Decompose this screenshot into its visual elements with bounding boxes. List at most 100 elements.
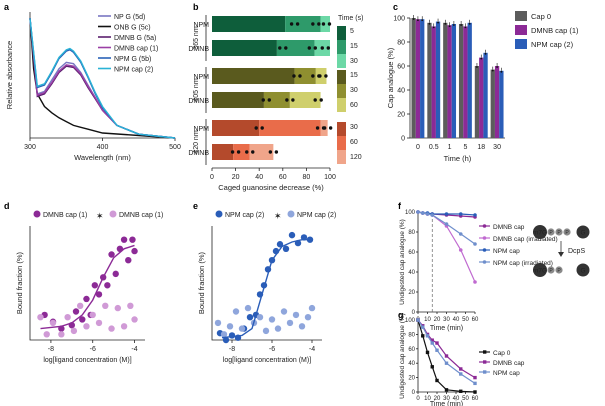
- panel-c-ytick-label: 100: [393, 16, 405, 23]
- panel-b-data-point: [319, 98, 323, 102]
- panel-g-data-point: [430, 365, 434, 369]
- panel-d-data-point: [58, 331, 65, 338]
- panel-b-bar-segment: [212, 40, 277, 56]
- panel-g-xtick-label: 20: [434, 396, 441, 402]
- panel-label-f: f: [398, 201, 402, 211]
- panel-a-legend-label: NPM cap (2): [114, 67, 153, 74]
- scheme-g-label: G: [580, 268, 585, 275]
- panel-e-data-point: [232, 308, 240, 315]
- panel-c-bar: [427, 22, 432, 138]
- panel-c-data-point: [437, 21, 439, 24]
- panel-d-data-point: [131, 247, 138, 255]
- panel-c-data-point: [480, 57, 483, 60]
- panel-c-ytick-label: 0: [401, 136, 405, 143]
- scheme-cap-circle: [533, 225, 547, 239]
- panel-c-legend-label: Cap 0: [531, 12, 551, 21]
- scheme-cap-label: m7G: [533, 268, 547, 275]
- panel-b-legend-label: 15: [350, 72, 358, 79]
- panel-f-legend-label: NPM cap (irradiated): [493, 260, 553, 267]
- panel-c-data-point: [484, 52, 487, 55]
- panel-c-legend-label: NPM cap (2): [531, 40, 574, 49]
- panel-f-ytick-label: 60: [408, 250, 415, 256]
- scheme-phosphate-label: P: [557, 268, 561, 274]
- panel-b-data-point: [307, 46, 311, 50]
- panel-f-legend-label: DMNB cap (irradiated): [493, 236, 558, 243]
- scheme-phosphate-label: P: [557, 230, 561, 236]
- panel-f-data-point: [458, 248, 463, 252]
- panel-b-bar-label: DMNB: [188, 46, 209, 53]
- panel-c-bar: [463, 26, 468, 138]
- panel-a-legend-label: NP G (5d): [114, 14, 145, 21]
- panel-d-data-point: [127, 302, 134, 309]
- panel-b-data-point: [321, 22, 326, 26]
- panel-e-data-point: [280, 308, 288, 315]
- panel-b-data-point: [291, 98, 295, 102]
- panel-a-legend-label: ONB G (5c): [114, 25, 151, 32]
- panel-g-data-point: [421, 325, 425, 329]
- panel-g-ytick-label: 40: [408, 361, 415, 367]
- panel-b-data-point: [295, 22, 300, 26]
- panel-e-xtick-label: -6: [269, 346, 275, 353]
- panel-b-data-point: [285, 98, 289, 102]
- panel-b-xtick-label: 40: [255, 174, 263, 181]
- panel-c-bar: [451, 24, 457, 138]
- panel-d-axes: [29, 226, 145, 341]
- panel-e-data-point: [228, 332, 236, 339]
- panel-e-fit-curve: [221, 239, 312, 339]
- panel-e-xtick-label: -8: [229, 346, 235, 353]
- panel-b-data-point: [311, 74, 315, 78]
- panel-c-ytick-label: 40: [397, 88, 405, 95]
- panel-label-a: a: [4, 2, 10, 12]
- panel-b-bar-segment: [289, 92, 321, 108]
- panel-b-bar-label: NPM: [193, 22, 209, 29]
- panel-e-data-point: [262, 327, 270, 335]
- panel-f-ytick-label: 20: [408, 290, 415, 296]
- panel-d-data-point: [79, 316, 86, 323]
- panel-g-ytick-label: 60: [408, 347, 415, 353]
- panel-c-legend-swatch: [515, 11, 527, 21]
- panel-g-legend-label: NPM cap: [493, 370, 520, 377]
- panel-b-legend-bar: [337, 40, 346, 54]
- scheme-enzyme-label: DcpS: [568, 248, 585, 255]
- panel-e-data-point: [288, 231, 296, 239]
- panel-d-data-point: [120, 236, 128, 243]
- panel-c-bar: [447, 25, 452, 139]
- scheme-phosphate: [555, 228, 563, 236]
- panel-d-data-point: [129, 236, 136, 243]
- panel-f-data-point: [425, 212, 430, 216]
- panel-d-data-point: [64, 314, 71, 321]
- panel-b-data-point: [261, 98, 265, 102]
- panel-d-data-point: [112, 270, 119, 278]
- panel-b-legend-bar: [337, 84, 346, 98]
- panel-b-legend-label: 30: [350, 124, 358, 131]
- panel-c-bar: [467, 22, 472, 138]
- panel-g-legend-marker: [483, 360, 487, 364]
- panel-g-data-point: [444, 388, 449, 392]
- panel-b-legend-label: 120: [350, 154, 362, 161]
- panel-c-bar: [499, 70, 504, 138]
- panel-b-legend-label: 60: [350, 139, 358, 146]
- panel-d-data-point: [95, 291, 103, 298]
- panel-b-data-point: [254, 126, 258, 130]
- panel-g-data-point: [473, 375, 477, 380]
- scheme-g-circle: [576, 263, 590, 277]
- panel-d-data-point: [49, 319, 57, 327]
- panel-f-xtick-label: 10: [424, 317, 431, 323]
- panel-f-ytick-label: 0: [412, 310, 416, 316]
- panel-label-b: b: [193, 2, 199, 12]
- panel-b-group-label: 405 nm: [193, 78, 200, 102]
- panel-a-axes: [29, 12, 175, 139]
- panel-e-data-point: [286, 319, 294, 327]
- panel-d-data-point: [83, 295, 90, 303]
- panel-d-data-point: [95, 319, 103, 327]
- panel-a-legend-label: NPM G (5b): [114, 56, 151, 63]
- panel-g-data-point: [430, 341, 434, 345]
- panel-c-data-point: [496, 66, 498, 68]
- scheme-cap-label: m7G: [533, 230, 547, 237]
- panel-g-ylabel: Undigested cap analogue (%): [399, 313, 406, 399]
- panel-c-bar: [443, 22, 448, 138]
- panel-f-data-point: [458, 212, 463, 216]
- panel-c-legend-label: DMNB cap (1): [531, 26, 579, 35]
- panel-g-data-point: [435, 341, 439, 345]
